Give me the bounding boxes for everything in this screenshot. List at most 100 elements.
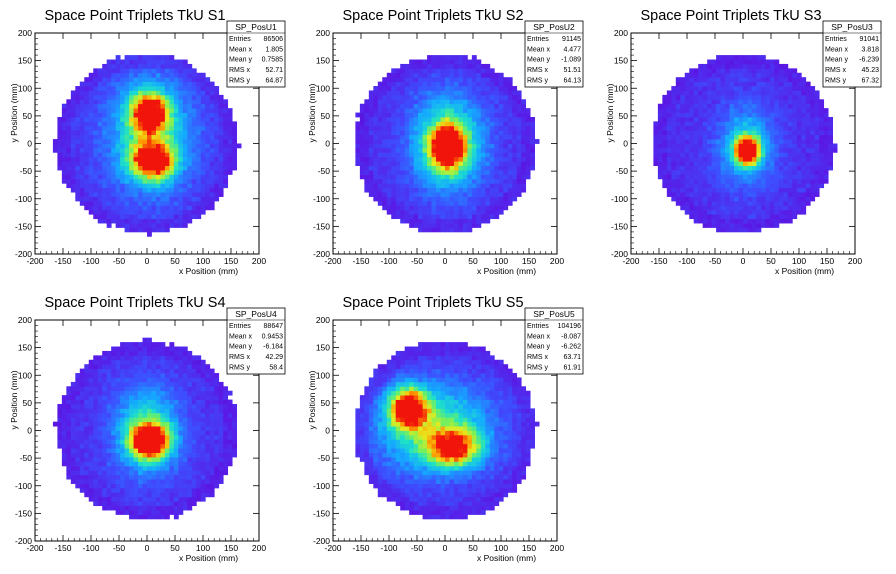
heatmap-cell [720, 152, 726, 158]
heatmap-cell [494, 192, 500, 197]
heatmap-cell [453, 205, 459, 211]
heatmap-cell [787, 139, 793, 144]
heatmap-cells [52, 55, 242, 237]
heatmap-cell [756, 125, 762, 131]
heatmap-cell [61, 152, 67, 158]
heatmap-cell [476, 77, 482, 83]
heatmap-cell [440, 112, 446, 118]
heatmap-cell [386, 112, 392, 118]
heatmap-cell [79, 412, 85, 418]
heatmap-cell [422, 183, 428, 189]
heatmap-cell [765, 178, 771, 184]
heatmap-cell [115, 465, 121, 471]
heatmap-cell [738, 63, 744, 69]
heatmap-cell [449, 112, 455, 118]
heatmap-cell [142, 103, 148, 109]
heatmap-cell [97, 452, 103, 458]
heatmap-cell [449, 134, 455, 140]
heatmap-cell [783, 99, 789, 105]
heatmap-cell [729, 77, 735, 83]
heatmap-cell [155, 218, 161, 224]
heatmap-cell [133, 439, 139, 445]
heatmap-cell [671, 170, 677, 175]
heatmap-cell [75, 183, 81, 189]
heatmap-cell [467, 174, 473, 180]
heatmap-cell [440, 130, 446, 136]
heatmap-cell [498, 143, 504, 149]
heatmap-cell [155, 108, 161, 113]
heatmap-cell [778, 196, 784, 202]
heatmap-cell [662, 152, 668, 158]
heatmap-cell [187, 90, 193, 96]
heatmap-cell [129, 483, 134, 489]
heatmap-cell [512, 170, 518, 175]
heatmap-cell [503, 77, 509, 83]
heatmap-cell [97, 200, 103, 206]
heatmap-cell [751, 68, 757, 74]
heatmap-cell [70, 112, 76, 118]
heatmap-cell [111, 373, 117, 378]
heatmap-cell [93, 161, 99, 166]
heatmap-cell [796, 152, 802, 158]
heatmap-cell [93, 152, 99, 158]
heatmap-cell [169, 90, 175, 96]
heatmap-cell [409, 139, 415, 144]
heatmap-cell [480, 86, 486, 91]
heatmap-cell [436, 143, 441, 149]
heatmap-cell [111, 178, 117, 184]
heatmap-cell [75, 461, 81, 467]
heatmap-cell [377, 187, 383, 193]
heatmap-cell [814, 125, 820, 131]
heatmap-cell [178, 192, 184, 197]
heatmap-cell [142, 412, 148, 418]
heatmap-cell [738, 139, 744, 144]
heatmap-cell [729, 174, 735, 180]
heatmap-cell [810, 187, 816, 193]
heatmap-cell [84, 395, 90, 400]
heatmap-cell [227, 134, 233, 140]
heatmap-cell [498, 196, 504, 202]
heatmap-cell [796, 134, 802, 140]
heatmap-cell [124, 174, 130, 180]
heatmap-cell [449, 108, 455, 113]
heatmap-cell [155, 139, 161, 144]
heatmap-cell [70, 143, 76, 149]
heatmap-cell [480, 214, 486, 220]
heatmap-cell [738, 218, 744, 224]
heatmap-cell [66, 174, 72, 180]
heatmap-cell [97, 68, 103, 74]
heatmap-cell [716, 156, 721, 162]
heatmap-cell [84, 77, 90, 83]
heatmap-cell [155, 59, 161, 65]
heatmap-cell [458, 192, 464, 197]
heatmap-cell [467, 63, 473, 69]
heatmap-cell [796, 205, 802, 211]
heatmap-cell [124, 496, 130, 502]
heatmap-cell [151, 227, 157, 233]
heatmap-cell [97, 130, 103, 136]
heatmap-cell [124, 196, 130, 202]
heatmap-cell [155, 90, 161, 96]
heatmap-cell [84, 161, 90, 166]
heatmap-cell [489, 108, 495, 113]
heatmap-cell [680, 200, 686, 206]
heatmap-cell [79, 165, 85, 171]
heatmap-cell [115, 487, 121, 493]
heatmap-cell [106, 209, 112, 215]
heatmap-cell [707, 99, 713, 105]
heatmap-cell [97, 364, 103, 370]
heatmap-cell [693, 116, 699, 122]
heatmap-cell [133, 125, 139, 131]
heatmap-cell [689, 86, 695, 91]
heatmap-cell [111, 461, 117, 467]
heatmap-cell [129, 390, 134, 396]
heatmap-cell [756, 174, 762, 180]
heatmap-cell [395, 125, 401, 131]
heatmap-cell [489, 81, 495, 87]
heatmap-cell [801, 121, 807, 127]
heatmap-cell [427, 103, 432, 109]
heatmap-cell [756, 86, 762, 91]
heatmap-cell [196, 72, 202, 78]
stats-box-name: SP_PosU1 [235, 22, 277, 32]
heatmap-cell [471, 86, 477, 91]
